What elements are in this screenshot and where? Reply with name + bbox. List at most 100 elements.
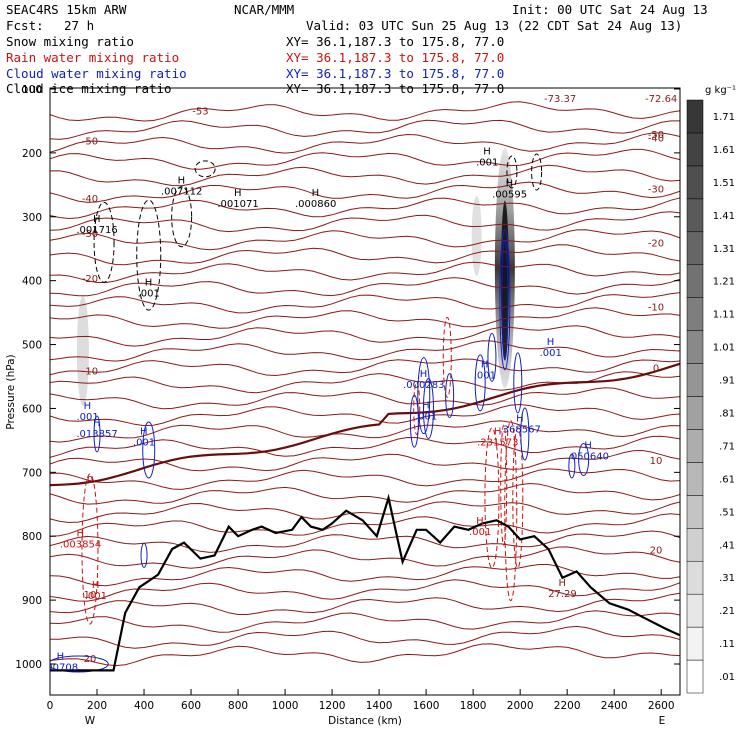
colorbar-label-.31: .31 — [719, 573, 735, 584]
x-axis: 0 200 400 600 800 1000 1200 1400 1600 1800 2000 220… — [47, 689, 675, 712]
temp-contour — [50, 261, 680, 283]
y-tick-label-800: 800 — [22, 531, 42, 543]
rain-contour — [413, 381, 421, 435]
temp-label-left: -20 — [82, 274, 98, 285]
temp-contour — [50, 244, 680, 266]
terrain-line — [50, 493, 680, 672]
temp-contour — [50, 292, 680, 314]
rain-contour — [484, 427, 500, 569]
temp-contour — [50, 592, 680, 615]
colorbar-label-.71: .71 — [719, 441, 735, 452]
field-snow-name: Snow mixing ratio — [6, 34, 134, 49]
init-time: Init: 00 UTC Sat 24 Aug 13 — [512, 2, 708, 17]
x-tick-label-1400: 1400 — [366, 700, 393, 712]
temp-label-left: -30 — [82, 229, 98, 240]
colorbar-swatch-11 — [686, 297, 704, 331]
temp-contour — [50, 229, 680, 251]
max-marker-h: H — [92, 580, 100, 591]
colorbar-label-1.01: 1.01 — [713, 343, 735, 354]
rain-contour — [81, 473, 99, 625]
field-cloud-xy: XY= 36.1,187.3 to 175.8, 77.0 — [286, 66, 504, 81]
colorbar-label-1.11: 1.11 — [713, 310, 735, 321]
y-axis-label: Pressure (hPa) — [5, 354, 17, 429]
temp-contour — [50, 101, 680, 122]
max-marker-h: H — [93, 418, 101, 429]
colorbar-label-1.61: 1.61 — [713, 145, 735, 156]
max-value-label: .001 — [469, 527, 491, 538]
snow-contour — [531, 153, 543, 191]
rain-contour — [500, 424, 508, 546]
max-marker-h: H — [145, 278, 153, 289]
y-tick-label-600: 600 — [22, 403, 42, 415]
rain-contour — [442, 316, 452, 398]
temp-label-left: -50 — [82, 137, 98, 148]
max-value-label: .231573 — [477, 438, 518, 449]
temp-label-right: -50 — [648, 130, 664, 141]
cloud-contour — [417, 357, 431, 435]
x-tick-label-2200: 2200 — [554, 700, 581, 712]
extreme-value-label: -73.37 — [544, 94, 576, 105]
cloud-contour — [474, 354, 486, 412]
temp-contour — [50, 211, 680, 233]
max-marker-h: H — [494, 427, 502, 438]
cloud-contour — [487, 332, 497, 382]
colorbar-swatch-3 — [686, 560, 704, 595]
east-label: E — [659, 715, 666, 727]
field-snow-xy: XY= 36.1,187.3 to 175.8, 77.0 — [286, 34, 504, 49]
y-tick-label-300: 300 — [22, 212, 42, 224]
cloud-contour — [513, 352, 523, 414]
temp-label-left: 20 — [84, 654, 97, 665]
max-value-label: .000860 — [295, 199, 336, 210]
x-tick-label-400: 400 — [134, 700, 154, 712]
colorbar-swatch-2 — [686, 593, 704, 628]
max-value-label: .001 — [85, 591, 107, 602]
max-value-label: .001 — [476, 158, 498, 169]
temp-label-right: 0 — [653, 363, 659, 374]
temp-label-right: 10 — [650, 456, 663, 467]
colorbar-swatch-16 — [686, 132, 704, 167]
temp-contour — [50, 546, 680, 569]
temp-label-left: -40 — [82, 194, 98, 205]
x-tick-label-1600: 1600 — [413, 700, 440, 712]
cloud-contour — [520, 407, 530, 461]
x-tick-label-800: 800 — [228, 700, 248, 712]
temperature-contours — [50, 101, 680, 667]
colorbar-label-.51: .51 — [719, 507, 735, 518]
colorbar-label-1.21: 1.21 — [713, 277, 735, 288]
rain-contours — [81, 316, 524, 625]
temp-contour — [50, 197, 680, 220]
max-value-label: .001 — [138, 289, 160, 300]
max-value-label: .001071 — [217, 199, 258, 210]
temp-contour — [50, 325, 680, 347]
temp-contour — [50, 387, 680, 410]
max-marker-h: H — [516, 414, 524, 425]
cloud-contour — [578, 443, 590, 477]
colorbar-swatch-0 — [686, 659, 704, 694]
colorbar-label-1.41: 1.41 — [713, 211, 735, 222]
colorbar-label-.11: .11 — [719, 639, 735, 650]
colorbar-label-.81: .81 — [719, 408, 735, 419]
x-tick-label-1800: 1800 — [460, 700, 487, 712]
temp-label-right: -20 — [648, 239, 664, 250]
max-value-label: .00708 — [43, 662, 78, 673]
colorbar-label-1.51: 1.51 — [713, 178, 735, 189]
max-marker-h: H — [234, 188, 242, 199]
max-value-label: .007112 — [161, 186, 202, 197]
cloud-water-contours — [50, 229, 590, 673]
cloud-contour — [501, 239, 509, 361]
max-value-label: .001 — [76, 412, 98, 423]
temp-contour — [50, 449, 680, 472]
temp-contour — [50, 277, 680, 297]
colorbar-swatch-15 — [686, 165, 704, 200]
colorbar-swatch-9 — [686, 363, 704, 397]
field-rain-name: Rain water mixing ratio — [6, 50, 179, 65]
temp-contour — [50, 501, 680, 524]
temp-label-right: -40 — [648, 133, 664, 144]
fcst-value: 27 h — [64, 18, 94, 33]
colorbar: .01 .11 .21 .31 .41 .51 .61 .71 .81 .91 1.01 1.11 1.… — [686, 99, 735, 694]
temp-label-right: -10 — [648, 303, 664, 314]
org-label: NCAR/MMM — [234, 2, 294, 17]
snow-contour — [93, 201, 115, 283]
temp-contour — [50, 579, 680, 602]
max-marker-h: H — [584, 441, 592, 452]
